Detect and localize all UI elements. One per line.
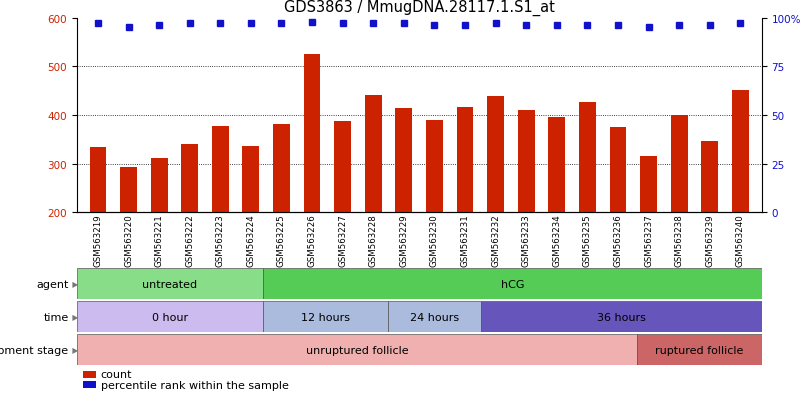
Bar	[609, 128, 626, 213]
Bar	[701, 141, 718, 213]
Text: hCG: hCG	[501, 279, 524, 289]
Bar	[151, 158, 168, 213]
Bar	[264, 301, 388, 332]
Bar	[396, 109, 412, 213]
Bar	[77, 301, 264, 332]
Text: 24 hours: 24 hours	[410, 312, 459, 322]
Bar	[120, 168, 137, 213]
Bar	[304, 55, 321, 213]
Bar	[426, 121, 442, 213]
Bar	[365, 96, 382, 213]
Text: ▶: ▶	[70, 280, 78, 288]
Bar	[481, 301, 762, 332]
Bar	[89, 147, 106, 213]
Text: ▶: ▶	[70, 346, 78, 354]
Bar	[548, 118, 565, 213]
Bar	[181, 144, 198, 213]
Text: ▶: ▶	[70, 313, 78, 321]
Text: agent: agent	[36, 279, 69, 289]
Bar	[671, 116, 688, 213]
Title: GDS3863 / MmugDNA.28117.1.S1_at: GDS3863 / MmugDNA.28117.1.S1_at	[284, 0, 555, 16]
Text: 0 hour: 0 hour	[152, 312, 188, 322]
Bar	[579, 103, 596, 213]
Text: unruptured follicle: unruptured follicle	[305, 345, 408, 355]
Bar	[456, 107, 473, 213]
Bar	[243, 147, 260, 213]
Text: count: count	[101, 369, 132, 380]
Text: untreated: untreated	[143, 279, 197, 289]
Text: development stage: development stage	[0, 345, 69, 355]
Bar	[637, 335, 762, 366]
Bar	[77, 335, 637, 366]
Text: 36 hours: 36 hours	[597, 312, 646, 322]
Bar	[388, 301, 481, 332]
Bar	[264, 268, 762, 299]
Bar	[640, 157, 657, 213]
Bar	[84, 371, 96, 378]
Text: ruptured follicle: ruptured follicle	[655, 345, 744, 355]
Bar	[212, 126, 229, 213]
Text: percentile rank within the sample: percentile rank within the sample	[101, 380, 289, 389]
Bar	[273, 124, 290, 213]
Bar	[84, 381, 96, 388]
Bar	[732, 91, 749, 213]
Text: time: time	[44, 312, 69, 322]
Text: 12 hours: 12 hours	[301, 312, 350, 322]
Bar	[77, 268, 264, 299]
Bar	[487, 97, 504, 213]
Bar	[517, 111, 534, 213]
Bar	[334, 122, 351, 213]
